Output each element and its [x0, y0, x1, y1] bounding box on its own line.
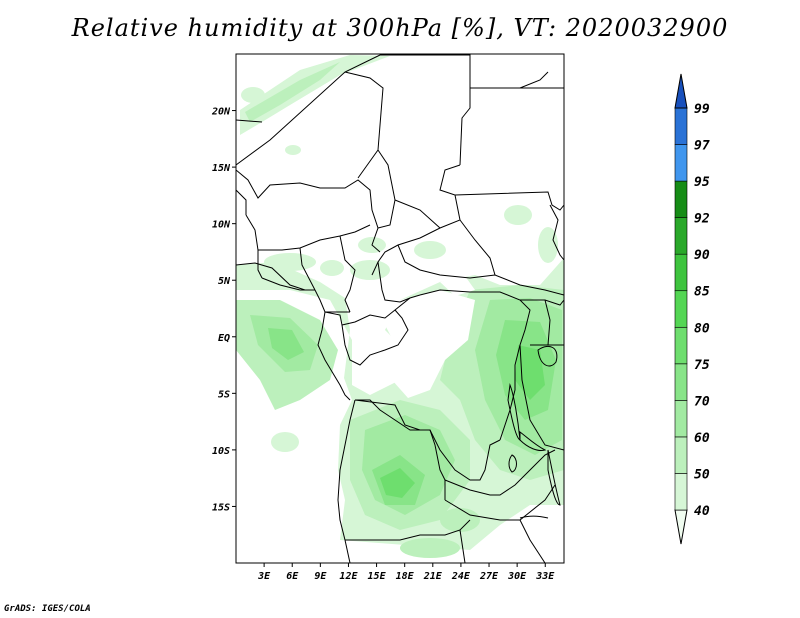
lat-tick-label: 15N	[212, 163, 231, 174]
lon-tick-label: 18E	[396, 571, 415, 582]
lon-tick-label: 24E	[451, 571, 471, 582]
colorbar: 40 50 60 70 75 80 85 90 92 95 97 99	[674, 73, 710, 545]
colorbar-label: 80	[694, 321, 710, 336]
colorbar-lower-arrow	[674, 509, 688, 545]
colorbar-label: 70	[694, 394, 710, 409]
lat-tick-label: 15S	[212, 502, 230, 513]
lat-tick-label: 5N	[218, 276, 231, 287]
colorbar-bin	[674, 363, 688, 401]
colorbar-label: 92	[694, 212, 710, 227]
lon-tick-label: 12E	[339, 571, 358, 582]
colorbar-bin	[674, 217, 688, 255]
colorbar-label: 60	[694, 431, 710, 446]
colorbar-label: 95	[694, 175, 710, 190]
colorbar-bin	[674, 290, 688, 328]
colorbar-label: 90	[694, 248, 710, 263]
colorbar-bin	[674, 473, 688, 511]
latitude-axis: 20N 15N 10N 5N EQ 5S 10S 15S	[211, 107, 236, 513]
colorbar-bin	[674, 400, 688, 438]
colorbar-label: 75	[694, 358, 710, 373]
colorbar-bin	[674, 326, 688, 365]
lon-tick-label: 33E	[535, 571, 555, 582]
lat-tick-label: 10S	[212, 446, 230, 457]
colorbar-label: 99	[694, 102, 710, 117]
longitude-axis: 3E 6E 9E 12E 15E 18E 21E 24E 27E 30E 33E	[257, 563, 555, 582]
colorbar-label: 50	[694, 467, 710, 482]
colorbar-label: 40	[694, 504, 710, 519]
colorbar-bin	[674, 144, 688, 182]
colorbar-bin	[674, 436, 688, 474]
lon-tick-label: 21E	[423, 571, 443, 582]
colorbar-label: 85	[694, 285, 710, 300]
lon-tick-label: 15E	[368, 571, 387, 582]
lat-tick-label: EQ	[218, 333, 230, 344]
lon-tick-label: 9E	[314, 571, 327, 582]
lat-tick-label: 20N	[211, 107, 231, 118]
lon-tick-label: 3E	[257, 571, 271, 582]
map-title: Relative humidity at 300hPa [%], VT: 202…	[71, 14, 729, 42]
lon-tick-label: 30E	[507, 571, 527, 582]
colorbar-upper-arrow	[674, 73, 688, 109]
grads-credit: GrADS: IGES/COLA	[4, 604, 91, 614]
lat-tick-label: 5S	[218, 389, 230, 400]
colorbar-label: 97	[694, 139, 710, 154]
lon-tick-label: 27E	[479, 571, 499, 582]
map-frame	[235, 53, 565, 564]
colorbar-bin	[674, 180, 688, 218]
lon-tick-label: 6E	[286, 571, 299, 582]
lat-tick-label: 10N	[212, 220, 231, 231]
country-borders	[236, 54, 564, 563]
colorbar-bin	[674, 253, 688, 292]
colorbar-bin	[674, 107, 688, 145]
